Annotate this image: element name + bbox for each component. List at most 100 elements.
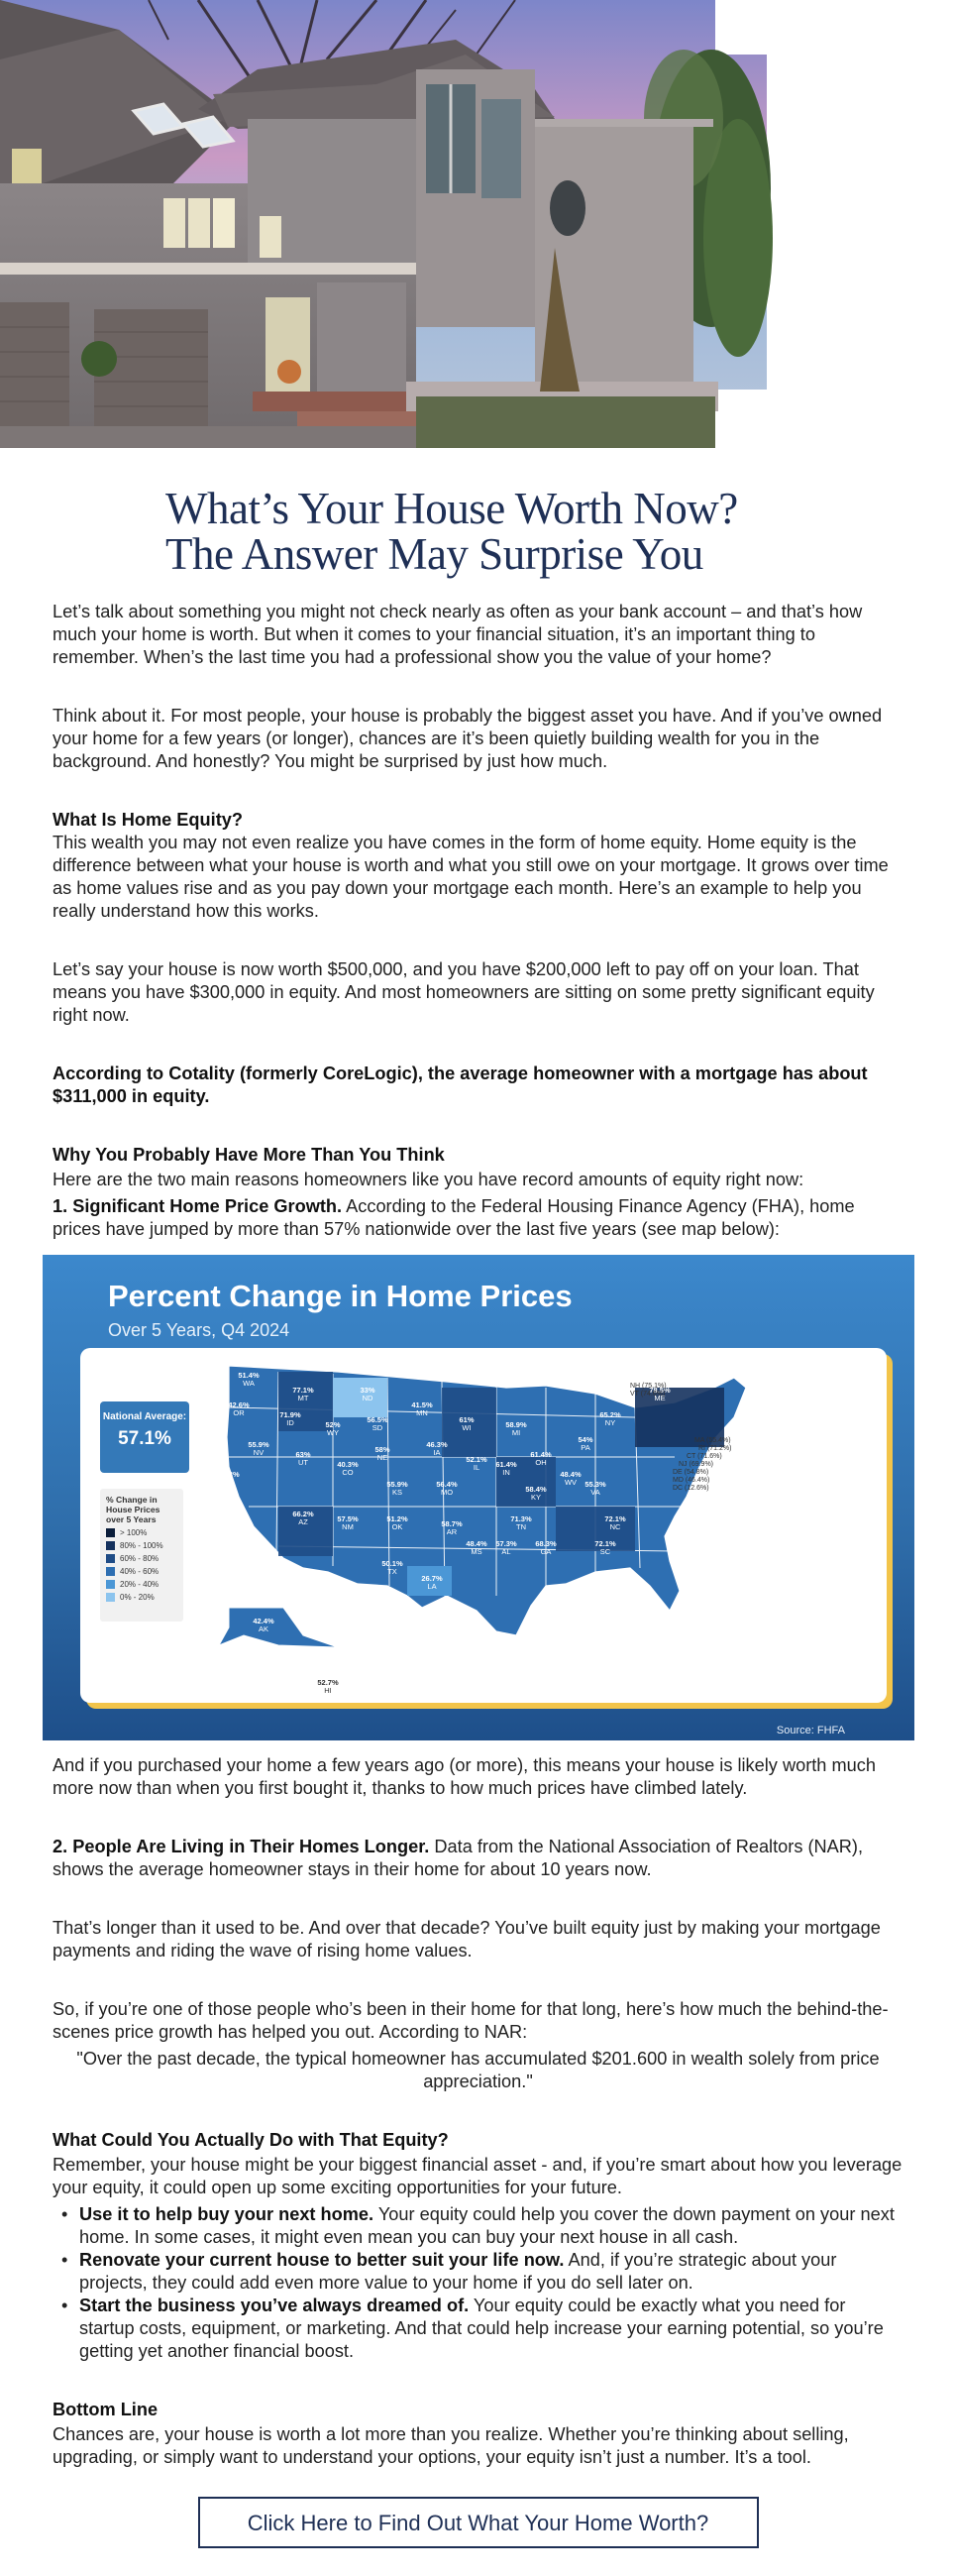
state-abbrev-label: CO [342,1468,353,1477]
legend-label: 0% - 20% [120,1593,155,1602]
northeast-callouts: NH (75.1%)VT (74.6%) MA (55.4%)RI (71.2%)… [630,1383,731,1492]
region-nc [556,1507,635,1551]
alaska-shape [217,1607,339,1648]
state-abbrev-label: MI [512,1428,520,1437]
map-subtitle: Over 5 Years, Q4 2024 [108,1320,290,1340]
us-map: 51.4%WA42.6%OR40.8%CA55.9%NV71.9%ID77.1%… [217,1365,747,1695]
bullet-icon: • [61,2296,68,2315]
home-worth-cta-button[interactable]: Click Here to Find Out What Your Home Wo… [197,2497,759,2548]
state-value-label: 42.4% [253,1617,274,1625]
list-item-title: Renovate your current house to better su… [79,2250,565,2270]
state-abbrev-label: OH [535,1458,546,1467]
state-value-label: 71.9% [279,1410,301,1419]
state-abbrev-label: ND [363,1394,373,1402]
national-average-label: National Average: [102,1411,187,1422]
region-mt [278,1372,333,1431]
state-abbrev-label: MS [471,1547,481,1556]
state-abbrev-label: OK [392,1522,403,1531]
state-value-label: 40.8% [218,1470,240,1479]
equity-paragraph-2: Let’s say your house is now worth $500,0… [53,959,875,1025]
state-abbrev-label: AK [259,1624,268,1633]
reason-2: 2. People Are Living in Their Homes Long… [53,1836,903,1881]
state-abbrev-label: NE [377,1453,387,1462]
after-map-paragraph: And if you purchased your home a few yea… [53,1755,876,1798]
state-value-label: 61.4% [530,1450,552,1459]
state-abbrev-label: AL [501,1547,510,1556]
legend-swatch [106,1580,115,1589]
state-abbrev-label: WI [462,1423,471,1432]
equity-uses-paragraph: Remember, your house might be your bigge… [53,2155,903,2197]
state-abbrev-label: AZ [298,1517,308,1526]
state-value-label: 58% [374,1445,389,1454]
state-abbrev-label: MN [416,1408,428,1417]
list-item-title: Start the business you’ve always dreamed… [79,2296,470,2315]
state-value-label: 61.4% [495,1460,517,1469]
state-value-label: 58.9% [505,1420,527,1429]
state-abbrev-label: TX [387,1567,397,1576]
legend-label: 80% - 100% [120,1541,163,1550]
state-value-label: 42.6% [228,1400,250,1409]
state-abbrev-label: AR [447,1527,458,1536]
state-value-label: 40.3% [337,1460,359,1469]
region-oh [496,1457,556,1507]
state-abbrev-label: ID [286,1418,294,1427]
reason-1-title: 1. Significant Home Price Growth. [53,1196,343,1216]
state-abbrev-label: NC [610,1522,621,1531]
region-az [278,1507,333,1556]
map-source: Source: FHFA [776,1725,845,1736]
legend-item: 60% - 80% [106,1554,177,1563]
title-line-2: The Answer May Surprise You [165,529,703,579]
bottom-line-heading: Bottom Line [53,2400,159,2419]
state-value-label: 50.1% [381,1559,403,1568]
bullet-icon: • [61,2204,68,2224]
state-abbrev-label: IL [474,1463,479,1472]
state-value-label: 51.2% [386,1514,408,1523]
why-heading: Why You Probably Have More Than You Thin… [53,1145,445,1165]
legend-label: 60% - 80% [120,1554,159,1563]
state-abbrev-label: MO [441,1488,453,1497]
list-item-text: Your equity could help you cover the dow… [79,2204,895,2247]
state-value-label: 55.9% [248,1440,269,1449]
state-value-label: 26.7% [421,1574,443,1583]
northeast-callout-label: NJ (69.9%) [679,1461,713,1468]
reason-1: 1. Significant Home Price Growth. Accord… [53,1195,903,1241]
northeast-callout-label: DC (12.6%) [673,1485,709,1492]
legend-swatch [106,1541,115,1550]
state-value-label: 52% [325,1420,340,1429]
state-abbrev-label: UT [298,1458,308,1467]
list-item: • Renovate your current house to better s… [53,2249,903,2295]
list-item-title: Use it to help buy your next home. [79,2204,374,2224]
state-abbrev-label: PA [581,1443,589,1452]
list-item-text: Your equity could be exactly what you ne… [79,2296,884,2361]
intro-paragraph-1: Let’s talk about something you might not… [53,602,863,667]
northeast-callout-label: DE (54.8%) [673,1469,708,1476]
state-value-label: 56.4% [436,1480,458,1489]
page-title: What’s Your House Worth Now? The Answer … [165,486,903,577]
legend-item: 0% - 20% [106,1593,177,1602]
legend-rows: > 100% 80% - 100% 60% - 80% 40% - 60% 20% - … [106,1528,177,1602]
state-value-label: 58.4% [525,1485,547,1494]
state-value-label: 78.5% [649,1386,671,1395]
house-photo [0,0,956,448]
state-value-label: 41.5% [411,1400,433,1409]
map-title: Percent Change in Home Prices [108,1279,573,1313]
region-nd [333,1378,387,1417]
region-la [407,1566,452,1596]
state-value-label: 48.4% [466,1539,487,1548]
state-abbrev-label: VA [590,1488,599,1497]
list-item-text: And, if you’re strategic about your proj… [79,2250,837,2293]
northeast-callout-label: MD (46.4%) [673,1477,709,1484]
legend-label: 20% - 40% [120,1580,159,1589]
state-abbrev-label: NV [254,1448,264,1457]
state-abbrev-label: WV [565,1478,577,1487]
legend-label: > 100% [120,1528,148,1537]
legend-swatch [106,1528,115,1537]
legend-item: 80% - 100% [106,1541,177,1550]
state-value-label: 52.1% [466,1455,487,1464]
state-abbrev-label: NM [342,1522,354,1531]
national-average-box: National Average: 57.1% [100,1401,189,1473]
nar-quote: "Over the past decade, the typical homeo… [76,2049,880,2091]
cta-wrapper: Click Here to Find Out What Your Home Wo… [53,2497,903,2548]
legend-item: 20% - 40% [106,1580,177,1589]
hero-image [0,0,956,448]
